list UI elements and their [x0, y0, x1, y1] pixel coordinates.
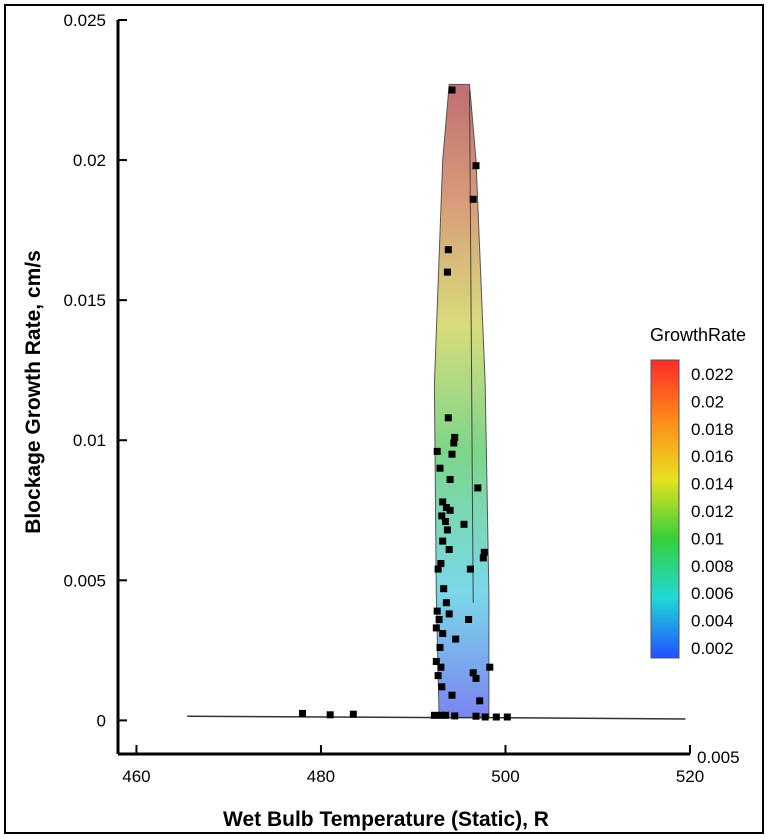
- data-point: [439, 537, 447, 545]
- data-point: [433, 607, 441, 615]
- x-axis-title: Wet Bulb Temperature (Static), R: [223, 808, 549, 831]
- colorbar-label: 0.014: [691, 475, 734, 494]
- data-point: [439, 630, 447, 637]
- data-point: [451, 712, 459, 720]
- data-point: [465, 616, 473, 623]
- data-point: [326, 711, 334, 719]
- data-point: [460, 520, 468, 528]
- data-point: [448, 86, 456, 94]
- y-tick-label: 0.025: [63, 11, 106, 30]
- data-point: [434, 672, 442, 680]
- data-point: [503, 713, 511, 721]
- data-point: [444, 246, 452, 254]
- data-point: [472, 674, 480, 682]
- data-point: [472, 162, 480, 170]
- data-point: [480, 548, 488, 556]
- data-point: [442, 504, 450, 511]
- envelope-inner-line: [469, 90, 474, 603]
- data-points: [299, 86, 511, 721]
- colorbar-labels: 0.022 0.02 0.018 0.016 0.014 0.012 0.01 0.008 0.…: [691, 365, 734, 658]
- colorbar-label: 0.01: [691, 529, 724, 548]
- data-point: [435, 616, 443, 623]
- data-point: [474, 484, 482, 492]
- colorbar-label: 0.008: [691, 557, 734, 576]
- data-point: [438, 512, 446, 520]
- data-point: [437, 560, 445, 567]
- data-point: [448, 691, 456, 699]
- data-point: [450, 439, 458, 447]
- data-point: [434, 565, 442, 573]
- data-point: [439, 498, 447, 506]
- colorbar-label: 0.006: [691, 584, 734, 603]
- colorbar-label: 0.02: [691, 392, 724, 411]
- data-point: [492, 713, 500, 721]
- y-tick-label: 0.015: [63, 291, 106, 310]
- data-point: [448, 450, 456, 458]
- data-point: [433, 447, 441, 455]
- data-point: [469, 669, 477, 677]
- data-point: [479, 554, 487, 562]
- x-tick-label: 500: [491, 767, 519, 786]
- data-point: [472, 712, 480, 720]
- x-tick-label: 520: [676, 767, 704, 786]
- data-point: [349, 710, 357, 718]
- y-tick-label: 0.005: [63, 571, 106, 590]
- data-point: [443, 526, 451, 534]
- data-point: [445, 610, 453, 618]
- data-point: [446, 476, 454, 483]
- data-point: [442, 599, 450, 607]
- data-point: [444, 414, 452, 422]
- data-point: [442, 711, 449, 719]
- colorbar-label: 0.012: [691, 502, 734, 521]
- data-point: [469, 195, 477, 203]
- data-point: [440, 585, 448, 593]
- data-point: [436, 644, 444, 651]
- data-point: [442, 518, 449, 525]
- colorbar-label: 0.002: [691, 639, 734, 658]
- colorbar-label: 0.004: [691, 612, 734, 631]
- data-point: [430, 711, 438, 719]
- data-point: [436, 464, 444, 472]
- data-point: [445, 546, 453, 553]
- data-point: [466, 565, 474, 573]
- x-tick-label: 480: [307, 767, 335, 786]
- data-point: [432, 658, 440, 665]
- y-tick-label: 0.01: [73, 431, 106, 450]
- chart-frame: [4, 4, 764, 834]
- colorbar: [650, 359, 680, 659]
- colorbar-label: 0.022: [691, 365, 734, 384]
- data-point: [451, 433, 459, 441]
- data-point: [432, 624, 440, 632]
- x-tick-label: 460: [122, 767, 150, 786]
- data-point: [443, 268, 451, 276]
- data-point: [486, 663, 494, 671]
- data-point: [446, 506, 454, 514]
- y-tick-label: 0.02: [73, 151, 106, 170]
- y-axis-title: Blockage Growth Rate, cm/s: [22, 250, 45, 534]
- axis-ticks: 460 480 500 520 0 0.005 0.01 0.015 0.02 0.025: [63, 11, 704, 786]
- y-tick-label: 0: [97, 711, 106, 730]
- colorbar-label: 0.018: [691, 420, 734, 439]
- data-point: [481, 713, 489, 721]
- data-point: [299, 709, 306, 717]
- colorbar-title: GrowthRate: [650, 325, 746, 345]
- data-point: [452, 635, 460, 643]
- baseline-curve: [187, 715, 686, 720]
- data-point: [438, 683, 446, 691]
- extra-axis-label: 0.005: [697, 748, 740, 767]
- data-point: [437, 663, 445, 671]
- data-point: [437, 711, 445, 719]
- colorbar-label: 0.016: [691, 447, 734, 466]
- data-point: [476, 697, 484, 705]
